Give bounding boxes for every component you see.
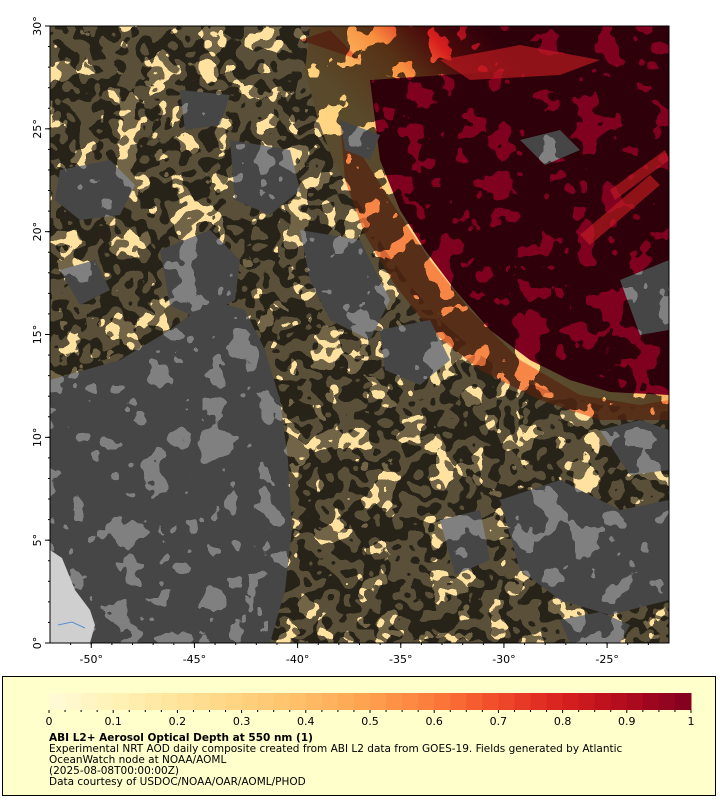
colorbar-cell <box>434 693 451 710</box>
colorbar-label: 0.3 <box>232 715 251 728</box>
colorbar-cell <box>241 693 259 710</box>
colorbar-cell <box>209 693 227 710</box>
colorbar-cell <box>193 693 210 710</box>
x-tick-label: -35° <box>389 653 412 666</box>
colorbar-cell <box>337 693 355 710</box>
map-plot-area <box>50 26 669 643</box>
colorbar-cell <box>674 693 692 710</box>
colorbar-cell <box>386 693 403 710</box>
colorbar-label: 0.7 <box>489 715 508 728</box>
colorbar-cell <box>610 693 628 710</box>
colorbar-cell <box>353 693 371 710</box>
colorbar-cell <box>370 693 387 710</box>
colorbar-cell <box>530 693 548 710</box>
legend-credit: Data courtesy of USDOC/NOAA/OAR/AOML/PHO… <box>49 776 306 788</box>
y-tick-label: 20° <box>31 222 44 242</box>
colorbar-cell <box>273 693 291 710</box>
colorbar-label: 0.5 <box>361 715 379 728</box>
colorbar-cell <box>402 693 419 710</box>
colorbar-cell <box>129 693 146 710</box>
colorbar-cell <box>466 693 483 710</box>
colorbar-label: 0.8 <box>553 715 572 728</box>
y-tick-label: 15° <box>31 325 44 345</box>
colorbar-cell <box>418 693 435 710</box>
x-tick-label: -25° <box>595 653 618 666</box>
colorbar-cell <box>225 693 243 710</box>
colorbar-label: 0 <box>45 715 53 728</box>
colorbar-cell <box>81 693 98 710</box>
colorbar-cell <box>321 693 339 710</box>
colorbar-cell <box>65 693 82 710</box>
colorbar-cell <box>626 693 644 710</box>
map-figure: -50° -45° -40° -35° -30° -25° 0° 5° 10° 15° 20° 25… <box>31 16 670 666</box>
colorbar-cell <box>177 693 194 710</box>
y-tick-label: 10° <box>31 428 44 448</box>
colorbar-cell <box>578 693 596 710</box>
colorbar-cell <box>658 693 676 710</box>
y-tick-label: 25° <box>31 119 44 139</box>
colorbar-label: 0.6 <box>425 715 443 728</box>
y-tick-label: 30° <box>31 16 44 36</box>
y-tick-label: 0° <box>31 637 44 650</box>
colorbar-cell <box>482 693 499 710</box>
colorbar-cell <box>257 693 275 710</box>
river <box>57 621 86 629</box>
colorbar-cell <box>49 693 66 710</box>
colorbar-label: 0.9 <box>618 715 636 728</box>
colorbar-cell <box>289 693 307 710</box>
legend-title: ABI L2+ Aerosol Optical Depth at 550 nm … <box>49 732 313 744</box>
x-axis: -50° -45° -40° -35° -30° -25° <box>70 643 649 666</box>
colorbar-cell <box>450 693 467 710</box>
colorbar-label: 0.1 <box>104 715 122 728</box>
colorbar-cell <box>145 693 162 710</box>
legend-timestamp: (2025-08-08T00:00:00Z) <box>49 765 179 777</box>
map-panel: -50° -45° -40° -35° -30° -25° 0° 5° 10° 15° 20° 25… <box>31 16 670 666</box>
colorbar-cell <box>562 693 580 710</box>
colorbar <box>48 693 692 713</box>
no-data-speckle <box>50 26 669 643</box>
land-area <box>50 550 95 643</box>
legend-text: ABI L2+ Aerosol Optical Depth at 550 nm … <box>49 733 689 788</box>
legend-panel: 0 0.1 0.2 0.3 0.4 0.5 0.6 0.7 0.8 0.9 1 ABI L2+ Ae… <box>2 676 716 796</box>
colorbar-cell <box>113 693 130 710</box>
x-tick-label: -40° <box>286 653 309 666</box>
colorbar-cell <box>97 693 114 710</box>
x-tick-label: -50° <box>80 653 103 666</box>
colorbar-cell <box>305 693 323 710</box>
colorbar-cell <box>546 693 564 710</box>
colorbar-cell <box>161 693 178 710</box>
x-tick-label: -30° <box>492 653 515 666</box>
colorbar-cell <box>594 693 612 710</box>
legend-description: Experimental NRT AOD daily composite cre… <box>49 743 623 766</box>
colorbar-label: 0.2 <box>168 715 187 728</box>
colorbar-cell <box>642 693 660 710</box>
y-axis: 0° 5° 10° 15° 20° 25° 30° <box>31 16 50 649</box>
colorbar-label: 1 <box>687 715 695 728</box>
colorbar-label: 0.4 <box>297 715 315 728</box>
colorbar-cell <box>498 693 515 710</box>
colorbar-cell <box>514 693 531 710</box>
y-tick-label: 5° <box>31 534 44 547</box>
x-tick-label: -45° <box>183 653 206 666</box>
